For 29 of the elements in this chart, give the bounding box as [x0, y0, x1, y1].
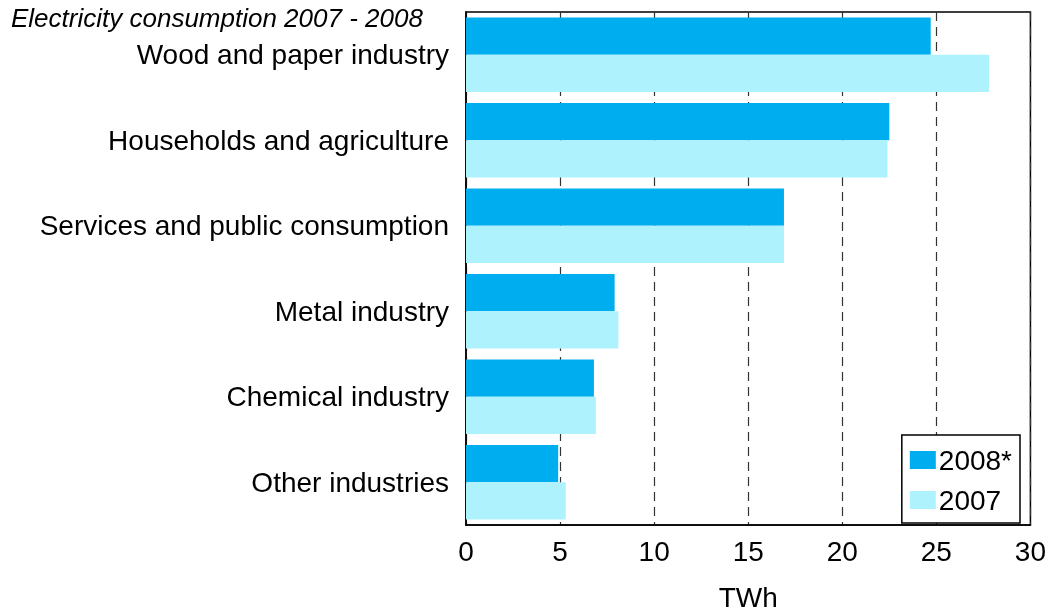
x-tick-label: 10 — [638, 535, 670, 567]
bar — [466, 445, 559, 483]
x-tick-label: 15 — [732, 535, 764, 567]
bar — [466, 103, 890, 141]
bar — [466, 396, 596, 434]
bar — [466, 274, 615, 312]
y-tick-label: Other industries — [251, 466, 449, 498]
bar — [466, 54, 990, 92]
y-tick-label: Chemical industry — [226, 381, 449, 413]
bar — [466, 188, 784, 226]
x-axis-title: TWh — [718, 581, 778, 613]
x-tick-label: 5 — [552, 535, 568, 567]
x-tick-label: 0 — [458, 535, 474, 567]
bar — [466, 311, 619, 349]
y-tick-label: Wood and paper industry — [136, 39, 449, 71]
bar — [466, 359, 594, 397]
x-tick-label: 20 — [826, 535, 858, 567]
bar — [466, 225, 784, 263]
bar — [466, 482, 566, 520]
text: Electricity consumption 2007 - 2008 — [11, 3, 424, 33]
y-tick-label: Metal industry — [274, 295, 449, 327]
legend-label: 2007 — [938, 484, 1002, 516]
bar — [466, 17, 931, 55]
x-tick-label: 25 — [920, 535, 952, 567]
y-tick-label: Households and agriculture — [108, 124, 449, 156]
bar — [466, 140, 888, 178]
legend-label: 2008* — [938, 444, 1013, 476]
y-tick-label: Services and public consumption — [39, 210, 449, 242]
x-tick-label: 30 — [1014, 535, 1047, 567]
